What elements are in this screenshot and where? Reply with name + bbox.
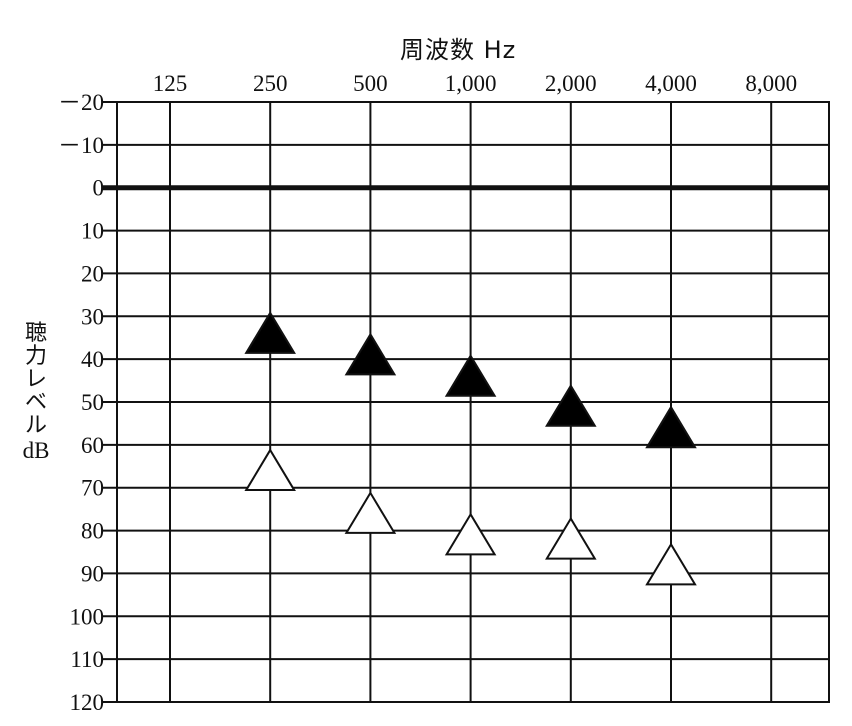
y-tick-label: 20 (81, 261, 104, 286)
open-triangle-marker (444, 512, 497, 556)
x-tick-label: 8,000 (745, 71, 797, 96)
y-tick-label: 90 (81, 561, 104, 586)
y-tick-label: －20 (58, 90, 104, 115)
y-tick-label: －10 (58, 133, 104, 158)
y-tick-label: 110 (70, 647, 104, 672)
y-axis-unit: dB (22, 438, 50, 463)
x-tick-label: 125 (153, 71, 188, 96)
open-triangle-marker (645, 542, 697, 586)
open-triangle-marker (344, 490, 397, 534)
y-axis-title-char: 聴 (24, 321, 47, 346)
open-triangle-marker (244, 448, 296, 492)
x-axis-title: 周波数 Hz (400, 36, 517, 64)
y-tick-label: 70 (81, 476, 104, 501)
y-axis-title-char: レ (24, 367, 47, 392)
x-tick-label: 250 (253, 71, 288, 96)
y-tick-label: 30 (81, 304, 104, 329)
y-tick-label: 80 (81, 519, 104, 544)
x-tick-label: 500 (353, 71, 388, 96)
filled-triangle-marker (244, 310, 296, 354)
y-tick-label: 100 (70, 604, 105, 629)
y-axis-title-char: 力 (24, 344, 47, 369)
filled-triangle-marker (344, 332, 397, 376)
x-tick-label: 1,000 (445, 71, 497, 96)
x-tick-label: 4,000 (645, 71, 697, 96)
y-axis-title: 聴 力 レ ベ ル dB (18, 322, 54, 462)
open-triangle-marker (545, 516, 597, 560)
y-tick-label: 40 (81, 347, 104, 372)
y-axis-title-char: ベ (24, 390, 47, 415)
y-tick-label: 50 (81, 390, 104, 415)
filled-triangle-marker (545, 383, 597, 427)
x-tick-label: 2,000 (545, 71, 597, 96)
y-tick-label: 10 (81, 219, 104, 244)
y-tick-label: 60 (81, 433, 104, 458)
filled-triangle-marker (444, 353, 497, 397)
y-axis-title-char: ル (24, 413, 47, 438)
y-tick-label: 0 (93, 176, 105, 201)
y-tick-label: 120 (70, 690, 105, 715)
filled-triangle-marker (645, 405, 697, 449)
